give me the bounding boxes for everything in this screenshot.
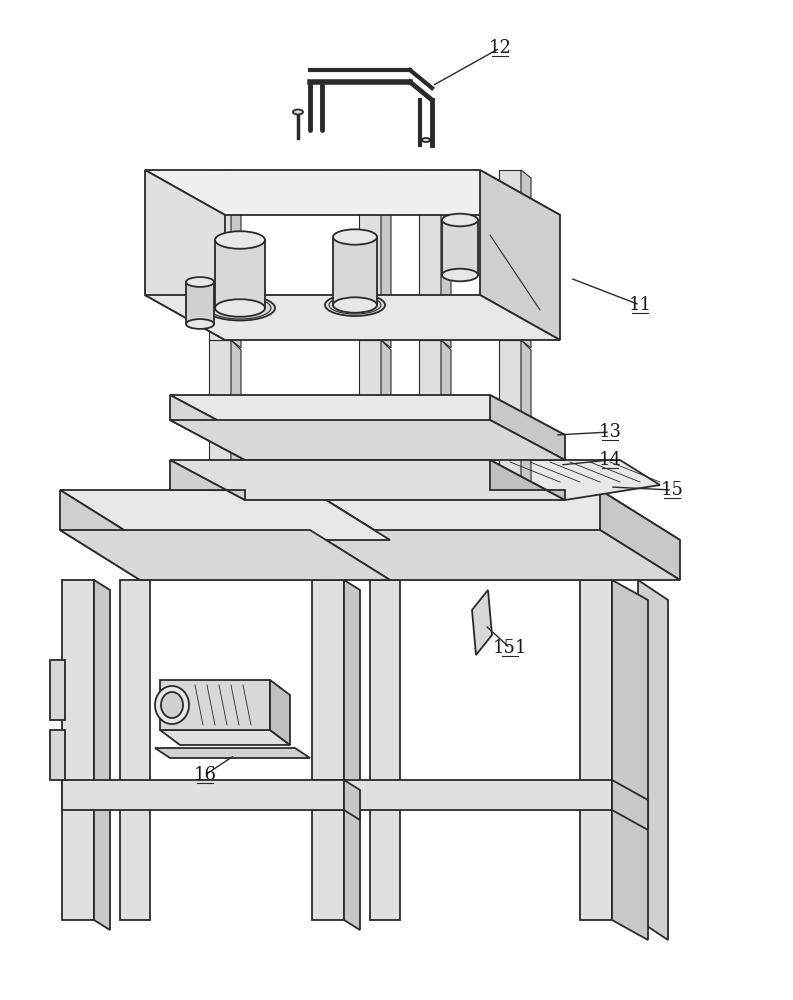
Polygon shape — [160, 730, 290, 745]
Polygon shape — [499, 340, 521, 490]
Polygon shape — [490, 460, 565, 500]
Polygon shape — [499, 170, 521, 340]
Polygon shape — [170, 460, 565, 500]
Text: 12: 12 — [488, 39, 511, 57]
Polygon shape — [600, 490, 680, 580]
Polygon shape — [231, 170, 241, 348]
Polygon shape — [381, 340, 391, 498]
Polygon shape — [344, 580, 360, 930]
Polygon shape — [170, 460, 245, 500]
Ellipse shape — [161, 692, 183, 718]
Polygon shape — [60, 490, 140, 580]
Polygon shape — [186, 282, 214, 324]
Ellipse shape — [215, 299, 265, 317]
Text: 16: 16 — [193, 766, 216, 784]
Polygon shape — [170, 395, 565, 435]
Ellipse shape — [215, 231, 265, 249]
Polygon shape — [145, 170, 560, 215]
Polygon shape — [270, 680, 290, 745]
Polygon shape — [120, 580, 150, 920]
Ellipse shape — [333, 229, 377, 245]
Polygon shape — [359, 170, 381, 340]
Polygon shape — [381, 170, 391, 348]
Polygon shape — [638, 580, 668, 940]
Polygon shape — [310, 490, 680, 540]
Polygon shape — [209, 340, 231, 490]
Polygon shape — [442, 220, 478, 275]
Polygon shape — [612, 780, 648, 830]
Polygon shape — [215, 240, 265, 308]
Polygon shape — [333, 237, 377, 305]
Polygon shape — [359, 340, 381, 490]
Polygon shape — [60, 530, 390, 580]
Polygon shape — [160, 680, 270, 730]
Polygon shape — [155, 748, 310, 758]
Polygon shape — [419, 340, 441, 490]
Polygon shape — [145, 295, 560, 340]
Polygon shape — [170, 395, 245, 460]
Ellipse shape — [442, 214, 478, 226]
Text: 14: 14 — [599, 451, 622, 469]
Polygon shape — [62, 780, 344, 810]
Polygon shape — [50, 730, 65, 780]
Polygon shape — [60, 490, 390, 540]
Polygon shape — [170, 420, 565, 460]
Ellipse shape — [209, 297, 271, 319]
Ellipse shape — [205, 296, 275, 320]
Ellipse shape — [186, 277, 214, 287]
Polygon shape — [209, 170, 231, 340]
Polygon shape — [490, 395, 565, 460]
Polygon shape — [312, 580, 344, 920]
Polygon shape — [472, 590, 492, 655]
Ellipse shape — [422, 138, 430, 142]
Polygon shape — [521, 170, 531, 348]
Polygon shape — [490, 460, 660, 500]
Text: 13: 13 — [599, 423, 622, 441]
Polygon shape — [612, 580, 648, 940]
Ellipse shape — [442, 269, 478, 281]
Text: 151: 151 — [492, 639, 527, 657]
Ellipse shape — [186, 319, 214, 329]
Ellipse shape — [325, 294, 385, 316]
Polygon shape — [310, 490, 390, 580]
Polygon shape — [310, 530, 680, 580]
Polygon shape — [62, 580, 94, 920]
Polygon shape — [145, 170, 225, 340]
Ellipse shape — [293, 109, 303, 114]
Ellipse shape — [333, 297, 377, 313]
Polygon shape — [441, 340, 451, 498]
Text: 11: 11 — [629, 296, 652, 314]
Text: 15: 15 — [661, 481, 684, 499]
Polygon shape — [521, 340, 531, 498]
Polygon shape — [441, 170, 451, 348]
Polygon shape — [370, 580, 400, 920]
Polygon shape — [580, 580, 612, 920]
Polygon shape — [419, 170, 441, 340]
Polygon shape — [312, 780, 612, 810]
Polygon shape — [50, 660, 65, 720]
Polygon shape — [94, 580, 110, 930]
Polygon shape — [344, 780, 360, 820]
Polygon shape — [231, 340, 241, 498]
Ellipse shape — [155, 686, 189, 724]
Polygon shape — [480, 170, 560, 340]
Ellipse shape — [329, 296, 381, 314]
